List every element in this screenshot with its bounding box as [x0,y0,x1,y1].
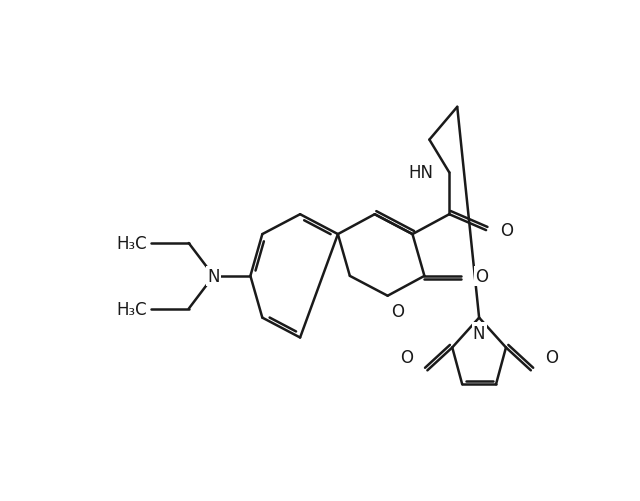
Text: O: O [545,349,557,367]
Text: H₃C: H₃C [116,300,147,318]
Text: N: N [207,268,220,285]
Text: HN: HN [408,164,433,182]
Text: O: O [392,302,404,320]
Text: N: N [473,324,485,342]
Text: O: O [401,349,413,367]
Text: O: O [500,221,513,239]
Text: H₃C: H₃C [116,234,147,253]
Text: O: O [475,268,488,285]
